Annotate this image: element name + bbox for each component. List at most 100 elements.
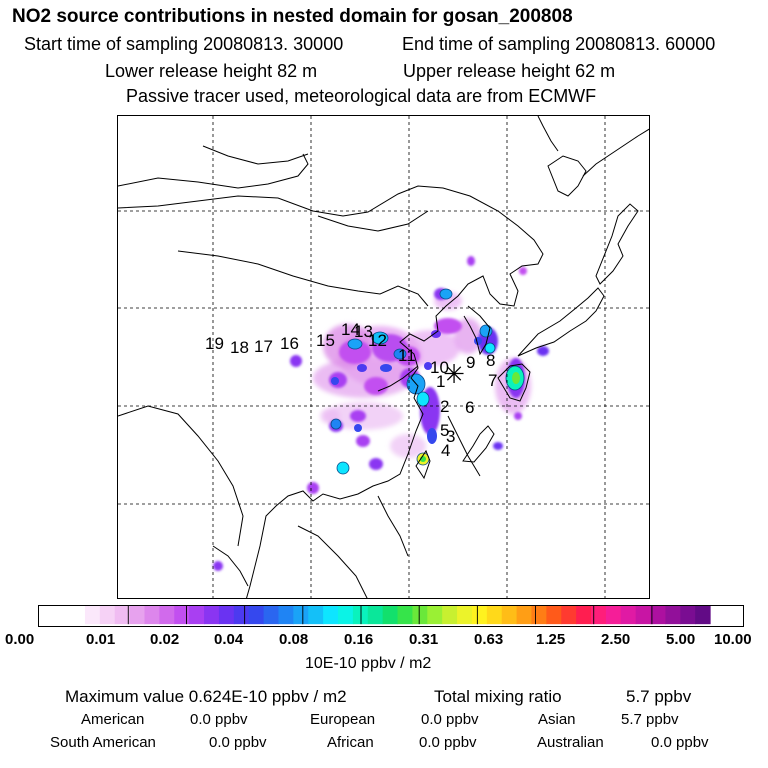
color-bin-36 bbox=[605, 606, 622, 625]
color-bin-30 bbox=[516, 606, 533, 625]
source-label-7: 7 bbox=[488, 371, 497, 390]
european-label: European bbox=[310, 711, 376, 728]
scale-tick-1: 0.01 bbox=[86, 631, 116, 648]
start-time-label: Start time of sampling 20080813. 30000 bbox=[24, 34, 344, 54]
color-bin-4 bbox=[129, 606, 146, 625]
source-label-18: 18 bbox=[230, 338, 249, 357]
scale-tick-6: 0.31 bbox=[409, 631, 439, 648]
source-label-12: 12 bbox=[368, 331, 387, 350]
color-bin-10 bbox=[218, 606, 235, 625]
scale-tick-2: 0.02 bbox=[150, 631, 180, 648]
color-bin-6 bbox=[159, 606, 175, 625]
source-label-16: 16 bbox=[280, 334, 299, 353]
source-label-14: 14 bbox=[341, 320, 360, 339]
color-bin-13 bbox=[263, 606, 280, 625]
south-american-value: 0.0 ppbv bbox=[209, 734, 267, 751]
source-label-19: 19 bbox=[205, 334, 224, 353]
scale-tick-4: 0.08 bbox=[279, 631, 309, 648]
asian-value: 5.7 ppbv bbox=[621, 711, 679, 728]
color-bin-39 bbox=[650, 606, 666, 625]
total-mixing-value: 5.7 ppbv bbox=[626, 687, 692, 706]
lower-release-height-label: Lower release height 82 m bbox=[105, 61, 318, 81]
map-canvas: ✳ 1 2 3 4 5 6 7 8 9 10 11 12 13 14 15 16… bbox=[118, 116, 649, 598]
color-bin-12 bbox=[248, 606, 265, 625]
source-labels: 1 2 3 4 5 6 7 8 9 10 11 12 13 14 15 16 1… bbox=[205, 320, 497, 460]
color-bin-42 bbox=[695, 606, 711, 625]
concentration-field bbox=[213, 256, 549, 571]
map-panel: ✳ 1 2 3 4 5 6 7 8 9 10 11 12 13 14 15 16… bbox=[117, 115, 650, 599]
color-bin-18 bbox=[338, 606, 354, 625]
source-label-11: 11 bbox=[398, 346, 416, 365]
end-time-label: End time of sampling 20080813. 60000 bbox=[402, 34, 716, 54]
color-bin-24 bbox=[427, 606, 443, 625]
source-label-17: 17 bbox=[254, 337, 273, 356]
american-value: 0.0 ppbv bbox=[190, 711, 248, 728]
color-bin-17 bbox=[323, 606, 339, 625]
source-label-9: 9 bbox=[466, 353, 475, 372]
source-label-10: 10 bbox=[430, 358, 449, 377]
high-concentration-spots bbox=[330, 288, 525, 475]
color-bin-0 bbox=[70, 606, 86, 625]
scale-tick-0: 0.00 bbox=[5, 631, 35, 648]
color-bin-38 bbox=[635, 606, 652, 625]
scale-tick-10: 5.00 bbox=[666, 631, 696, 648]
scale-tick-5: 0.16 bbox=[344, 631, 374, 648]
color-bin-32 bbox=[546, 606, 562, 625]
color-bin-23 bbox=[412, 606, 428, 625]
south-american-label: South American bbox=[50, 734, 156, 751]
european-value: 0.0 ppbv bbox=[421, 711, 479, 728]
source-label-2: 2 bbox=[440, 397, 449, 416]
max-value-text: Maximum value 0.624E-10 ppbv / m2 bbox=[65, 687, 347, 706]
color-bin-11 bbox=[233, 606, 250, 625]
australian-value: 0.0 ppbv bbox=[651, 734, 709, 751]
scale-tick-11: 10.00 bbox=[714, 631, 752, 648]
color-bin-5 bbox=[144, 606, 160, 625]
tracer-note: Passive tracer used, meteorological data… bbox=[126, 86, 597, 106]
source-label-1: 1 bbox=[436, 372, 445, 391]
color-bin-35 bbox=[591, 606, 607, 625]
african-value: 0.0 ppbv bbox=[419, 734, 477, 751]
asian-label: Asian bbox=[538, 711, 576, 728]
coastlines bbox=[118, 116, 649, 598]
source-label-15: 15 bbox=[316, 331, 335, 350]
plot-title: NO2 source contributions in nested domai… bbox=[12, 6, 573, 27]
color-bin-37 bbox=[620, 606, 637, 625]
color-bin-9 bbox=[204, 606, 220, 625]
australian-label: Australian bbox=[537, 734, 604, 751]
source-label-6: 6 bbox=[465, 398, 474, 417]
color-bin-1 bbox=[84, 606, 101, 625]
source-label-13: 13 bbox=[354, 322, 373, 341]
source-label-4: 4 bbox=[441, 441, 450, 460]
color-bin-14 bbox=[278, 606, 294, 625]
scale-tick-7: 0.63 bbox=[474, 631, 504, 648]
medium-concentration-patches bbox=[213, 256, 549, 571]
low-concentration-haze bbox=[313, 292, 531, 458]
color-bin-7 bbox=[174, 606, 190, 625]
color-bin-26 bbox=[457, 606, 473, 625]
color-bin-16 bbox=[308, 606, 324, 625]
color-bin-15 bbox=[293, 606, 309, 625]
total-mixing-label: Total mixing ratio bbox=[434, 687, 562, 706]
color-bin-20 bbox=[367, 606, 384, 625]
scale-tick-8: 1.25 bbox=[536, 631, 566, 648]
scale-tick-9: 2.50 bbox=[601, 631, 631, 648]
source-label-3: 3 bbox=[446, 427, 455, 446]
american-label: American bbox=[81, 711, 145, 728]
color-bin-41 bbox=[680, 606, 696, 625]
units-label: 10E-10 ppbv / m2 bbox=[305, 655, 432, 672]
color-scale-bar bbox=[38, 605, 744, 627]
color-bin-25 bbox=[442, 606, 458, 625]
color-bin-34 bbox=[576, 606, 592, 625]
color-bin-22 bbox=[397, 606, 413, 625]
color-bin-3 bbox=[114, 606, 131, 625]
scale-tick-3: 0.04 bbox=[214, 631, 244, 648]
color-bin-8 bbox=[189, 606, 205, 625]
color-bin-21 bbox=[382, 606, 399, 625]
color-bin-40 bbox=[665, 606, 681, 625]
african-label: African bbox=[327, 734, 374, 751]
color-bin-29 bbox=[501, 606, 518, 625]
receptor-star-icon: ✳ bbox=[443, 360, 465, 390]
color-bin-31 bbox=[531, 606, 547, 625]
color-bin-27 bbox=[471, 606, 488, 625]
source-label-5: 5 bbox=[440, 421, 449, 440]
